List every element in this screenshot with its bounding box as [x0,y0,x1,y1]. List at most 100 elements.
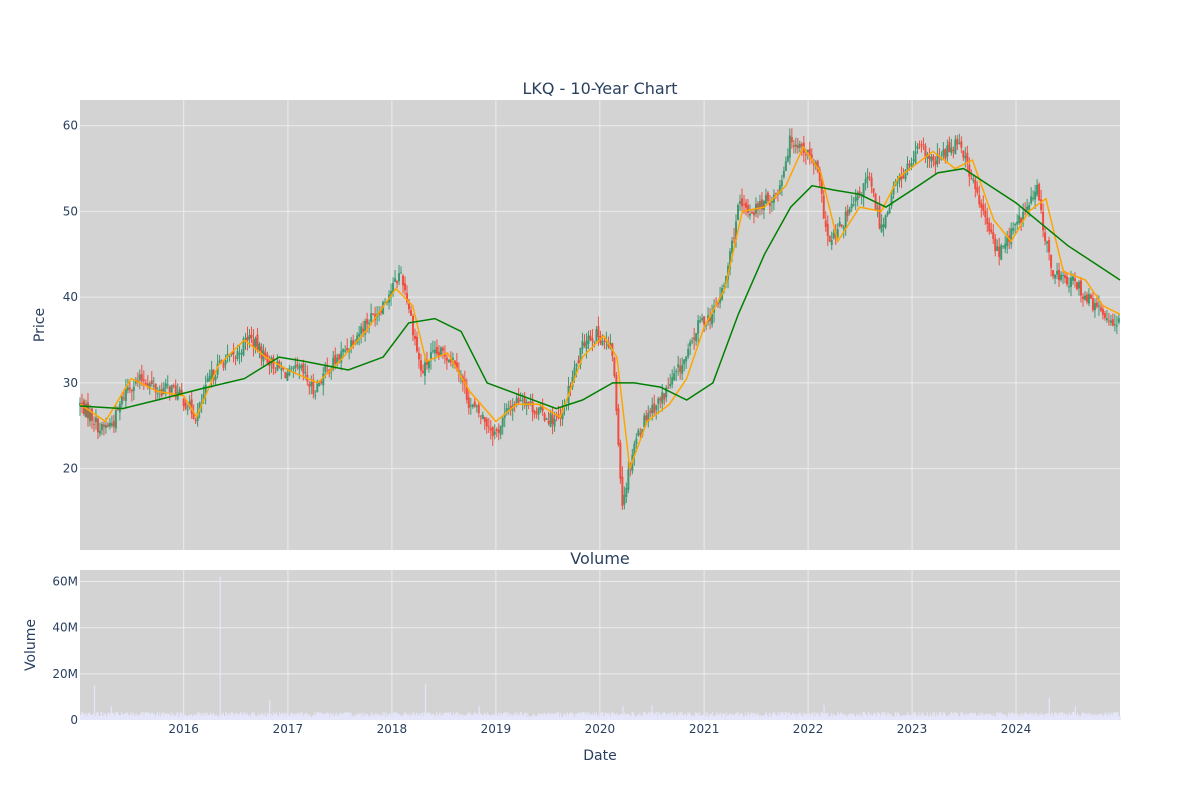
volume-bar [200,715,202,720]
volume-bar [820,717,822,720]
volume-bar [755,716,757,720]
volume-bar [360,715,362,720]
volume-bar [463,715,465,720]
candle-body [583,343,586,346]
volume-bar [141,715,143,720]
candle-body [408,303,411,310]
volume-bar [246,713,248,720]
volume-bar [665,716,667,720]
volume-bar [808,715,810,720]
volume-bar [965,713,967,720]
volume-bar [805,714,807,720]
candle-body [737,205,740,221]
volume-bar [614,715,616,720]
volume-bar [533,716,535,720]
volume-bar [850,714,852,720]
volume-bar [1037,717,1039,720]
volume-bar [278,715,280,720]
volume-bar [1097,714,1099,720]
candle-body [1020,217,1023,224]
volume-bar [111,713,113,720]
volume-bar [452,715,454,720]
candle-body [402,275,405,286]
volume-bar [171,712,173,720]
volume-bar [869,715,871,720]
candle-body [940,158,943,160]
candle-body [368,322,371,324]
volume-bar [732,715,734,720]
volume-bar [779,712,781,720]
candle-body [1004,243,1007,249]
volume-bar [737,712,739,720]
volume-bar [559,714,561,720]
volume-bar [976,715,978,720]
volume-bar [482,716,484,720]
volume-bar [579,714,581,720]
volume-bar [329,716,331,720]
volume-bar [975,715,977,720]
candle-body [962,151,965,158]
candle-body [661,392,664,404]
volume-bar [241,714,243,720]
candle-body [687,348,690,357]
volume-bar [293,716,295,720]
candle-body [689,341,692,346]
volume-bar [1076,714,1078,720]
candle-body [1026,206,1029,211]
volume-bar [686,715,688,720]
x-tick-label: 2022 [793,722,824,736]
volume-bar [485,714,487,720]
volume-bar [538,712,540,720]
volume-bar [221,717,223,720]
volume-bar [321,713,323,720]
volume-bar [305,713,307,720]
volume-bar [901,716,903,720]
volume-bar [434,717,436,720]
volume-bar [1010,712,1012,720]
volume-bar [344,712,346,720]
volume-bar [160,717,162,720]
volume-bar [883,714,885,720]
volume-bar [252,712,254,720]
volume-bar [771,717,773,720]
volume-bar [530,716,532,720]
candle-body [906,163,909,172]
candle-body [1083,295,1086,300]
volume-bar [569,713,571,720]
candle-body [744,202,747,208]
volume-bar [787,717,789,720]
candle-body [998,246,1001,257]
volume-bar [1036,713,1038,720]
volume-bar [649,717,651,720]
candle-body [1018,215,1021,224]
candle-body [469,405,472,407]
volume-bar [264,715,266,720]
volume-bar [374,715,376,720]
candle-body [758,201,761,208]
volume-bar [952,716,954,720]
volume-bar [83,717,85,720]
volume-bar [895,712,897,720]
volume-bar [912,713,914,720]
volume-bar [265,717,267,720]
volume-bar [697,712,699,720]
volume-bar [988,716,990,720]
volume-bar [271,714,273,720]
volume-bar [690,714,692,720]
volume-bar [170,716,172,720]
volume-bar [858,717,860,720]
volume-bar [194,715,196,720]
volume-bar [814,712,816,720]
volume-bar [757,715,759,720]
volume-bar [309,715,311,720]
volume-bar [998,712,1000,720]
candle-body [685,356,688,362]
volume-bar [538,714,540,720]
volume-bar [392,717,394,720]
volume-bar [125,715,127,720]
volume-bar [910,714,912,720]
volume-bar [520,715,522,720]
volume-bar [347,715,349,720]
volume-bar [749,716,751,720]
